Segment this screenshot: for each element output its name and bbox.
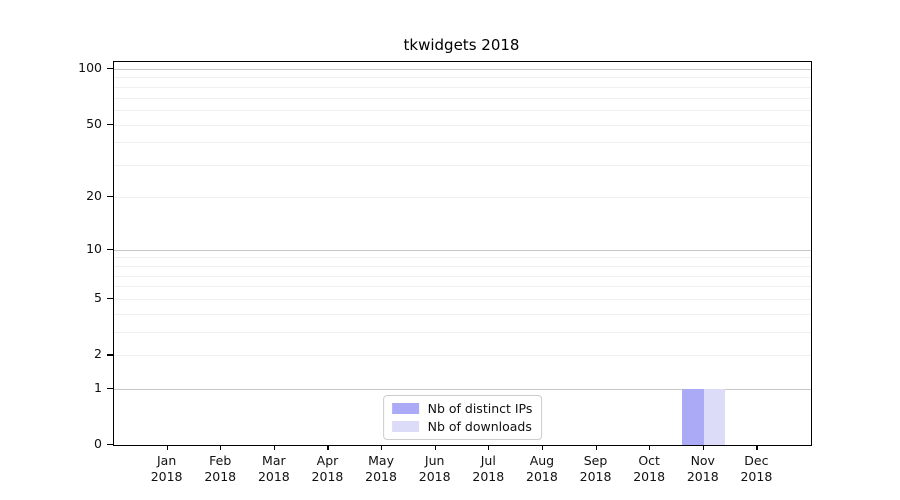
legend-label-downloads: Nb of downloads [427,419,532,434]
x-tick-mark [756,445,758,450]
x-tick-label: Aug 2018 [526,453,558,484]
x-tick-mark [649,445,651,450]
x-tick-label: Apr 2018 [311,453,344,484]
x-tick-label: Mar 2018 [257,453,290,484]
y-tick-mark [107,298,113,300]
x-tick-label: Feb 2018 [204,453,237,484]
y-tick-mark [107,248,113,250]
x-tick-mark [434,445,436,450]
y-tick-mark [107,444,113,446]
minor-gridline [114,196,811,198]
y-tick-mark [107,123,113,125]
y-tick-label: 2 [94,346,102,362]
plot-area: Nb of distinct IPs Nb of downloads [113,61,812,446]
major-gridline [114,68,811,70]
x-tick-label: Dec 2018 [740,453,773,484]
legend-item-distinct-ips: Nb of distinct IPs [391,401,533,416]
y-tick-label: 0 [94,436,102,451]
y-tick-label: 10 [86,240,102,256]
legend-label-distinct-ips: Nb of distinct IPs [427,401,533,416]
x-tick-mark [327,445,329,450]
y-tick-label: 20 [86,187,102,203]
bar-distinct-ips [682,388,704,445]
minor-gridline [114,97,811,99]
y-tick-mark [107,387,113,389]
x-tick-label: Jun 2018 [418,453,451,484]
x-tick-mark [273,445,276,450]
legend: Nb of distinct IPs Nb of downloads [382,395,543,440]
x-tick-mark [595,445,597,450]
minor-gridline [114,265,811,267]
minor-gridline [114,110,811,112]
x-tick-label: Jul 2018 [472,453,505,484]
minor-gridline [114,142,811,144]
minor-gridline [114,332,811,334]
y-tick-label: 5 [94,290,102,305]
major-gridline [114,388,811,390]
minor-gridline [114,257,811,259]
x-tick-mark [488,445,490,450]
legend-item-downloads: Nb of downloads [391,419,533,434]
x-tick-mark [166,445,168,450]
x-tick-label: May 2018 [365,453,397,484]
minor-gridline [114,275,811,277]
minor-gridline [114,313,811,315]
x-tick-label: Jan 2018 [150,453,183,484]
bar-downloads [703,388,726,445]
x-tick-mark [541,445,544,450]
y-tick-label: 1 [94,379,102,395]
minor-gridline [114,299,811,300]
x-tick-mark [381,445,383,450]
x-tick-label: Oct 2018 [633,453,666,484]
legend-swatch-distinct-ips [391,403,419,414]
minor-gridline [114,165,811,167]
x-tick-label: Sep 2018 [579,453,612,484]
minor-gridline [114,286,811,288]
minor-gridline [114,355,811,357]
y-tick-mark [107,354,113,356]
x-tick-mark [220,445,222,450]
minor-gridline [114,77,811,79]
y-tick-mark [107,67,113,70]
minor-gridline [114,86,811,88]
y-tick-label: 50 [86,115,102,131]
x-tick-mark [702,445,704,450]
chart-title: tkwidgets 2018 [403,36,520,54]
y-tick-mark [107,195,113,198]
x-tick-label: Nov 2018 [686,453,719,484]
y-tick-label: 100 [78,59,102,75]
major-gridline [114,249,811,251]
minor-gridline [114,124,811,126]
legend-swatch-downloads [391,421,419,432]
